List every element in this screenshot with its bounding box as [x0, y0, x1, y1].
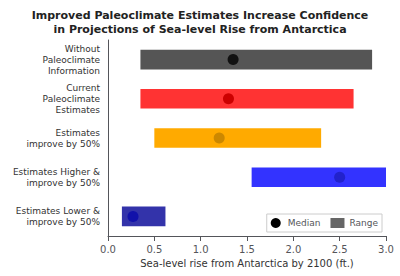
- svg-text:1.5: 1.5: [239, 244, 255, 255]
- svg-text:2.5: 2.5: [332, 244, 348, 255]
- svg-text:Median: Median: [288, 218, 321, 228]
- svg-text:3.0: 3.0: [378, 244, 394, 255]
- svg-text:1.0: 1.0: [193, 244, 209, 255]
- svg-text:Information: Information: [48, 66, 100, 76]
- svg-text:Current: Current: [66, 83, 100, 93]
- svg-text:Paleoclimate: Paleoclimate: [43, 55, 101, 65]
- svg-text:Without: Without: [65, 44, 101, 54]
- svg-text:Estimates: Estimates: [56, 128, 101, 138]
- svg-text:Estimates Higher &: Estimates Higher &: [13, 167, 100, 177]
- svg-text:0.0: 0.0: [100, 244, 116, 255]
- svg-text:Estimates Lower &: Estimates Lower &: [16, 206, 100, 216]
- svg-text:Sea-level rise from Antarctica: Sea-level rise from Antarctica by 2100 (…: [140, 258, 354, 269]
- svg-text:2.0: 2.0: [285, 244, 301, 255]
- svg-text:Range: Range: [349, 218, 378, 228]
- svg-text:Estimates: Estimates: [56, 105, 101, 115]
- svg-text:improve by 50%: improve by 50%: [26, 217, 100, 227]
- svg-text:Paleoclimate: Paleoclimate: [43, 94, 101, 104]
- svg-text:Improved Paleoclimate Estimate: Improved Paleoclimate Estimates Increase…: [32, 9, 369, 22]
- svg-text:improve by 50%: improve by 50%: [26, 178, 100, 188]
- svg-text:improve by 50%: improve by 50%: [26, 139, 100, 149]
- svg-text:in Projections of Sea-level Ri: in Projections of Sea-level Rise from An…: [53, 23, 346, 36]
- svg-text:0.5: 0.5: [146, 244, 162, 255]
